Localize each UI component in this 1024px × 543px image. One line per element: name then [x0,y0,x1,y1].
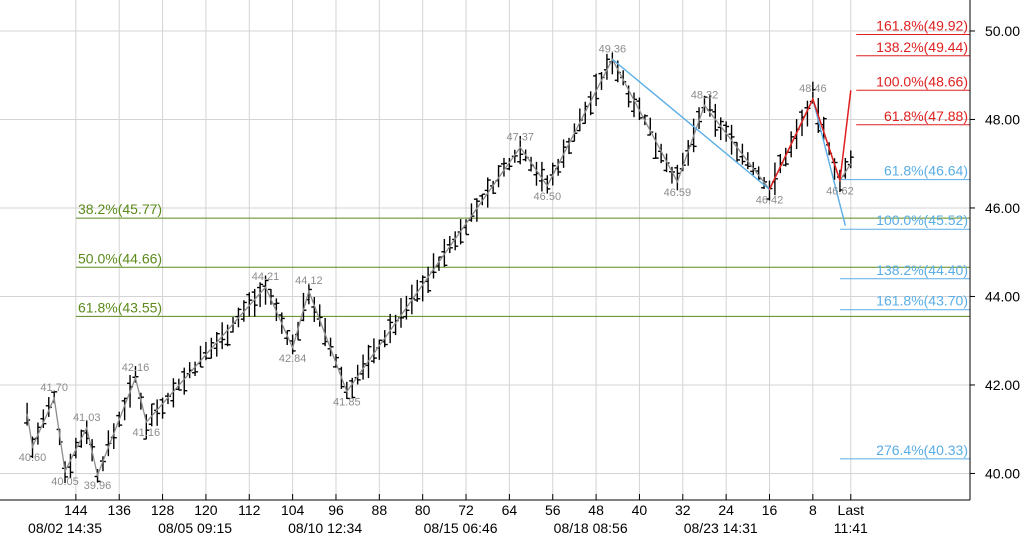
x-tick-label: 64 [502,502,518,518]
pivot-label: 46.59 [664,187,692,199]
x-tick-label: Last [838,502,865,518]
x-date-label: 08/02 14:35 [28,520,102,536]
pivot-label: 41.70 [40,382,68,394]
x-tick-label: 72 [458,502,474,518]
pivot-label: 44.21 [252,271,280,283]
y-tick-label: 40.00 [985,465,1020,481]
x-tick-label: 24 [718,502,734,518]
blue-wave-line [611,58,770,190]
x-tick-label: 120 [194,502,218,518]
pivot-label: 46.42 [756,194,784,206]
level-label: 161.8%(49.92) [876,18,968,34]
level-label: 100.0%(48.66) [876,73,968,89]
level-label: 138.2%(44.40) [876,262,968,278]
x-tick-label: 136 [108,502,132,518]
y-tick-label: 46.00 [985,200,1020,216]
x-tick-label: 32 [675,502,691,518]
level-label: 38.2%(45.77) [78,201,162,217]
x-date-label: 08/15 06:46 [424,520,498,536]
x-tick-label: 16 [762,502,778,518]
zigzag-line [26,57,852,478]
pivot-label: 46.50 [534,191,562,203]
x-tick-label: 8 [809,502,817,518]
label-layer: 38.2%(45.77) 50.0%(44.66) 61.8%(43.55) 161.… [19,18,968,493]
wave-layer [26,57,852,478]
pivot-label: 44.12 [295,275,323,287]
pivot-label: 41.03 [73,412,101,424]
y-tick-label: 50.00 [985,23,1020,39]
price-bars [24,52,854,483]
x-tick-label: 96 [328,502,344,518]
pivot-label: 42.16 [122,362,150,374]
pivot-label: 40.60 [19,452,47,464]
level-label: 61.8%(46.64) [884,163,968,179]
level-label: 276.4%(40.33) [876,442,968,458]
level-label: 161.8%(43.70) [876,293,968,309]
x-tick-label: 144 [64,502,88,518]
pivot-label: 42.84 [279,353,307,365]
grid-layer [0,0,970,500]
x-date-label: 08/23 14:31 [684,520,758,536]
x-date-label: 11:41 [834,520,868,536]
pivot-label: 48.46 [799,83,827,95]
pivot-label: 41.85 [333,397,361,409]
pivot-label: 46.62 [826,186,854,198]
pivot-label: 48.32 [691,89,719,101]
pivot-label: 39.96 [84,480,112,492]
level-label: 138.2%(49.44) [876,39,968,55]
pivot-label: 41.16 [133,427,161,439]
y-tick-label: 48.00 [985,111,1020,127]
level-label: 61.8%(47.88) [884,108,968,124]
y-tick-label: 42.00 [985,377,1020,393]
x-tick-label: 128 [151,502,175,518]
x-tick-label: 56 [545,502,561,518]
level-label: 50.0%(44.66) [78,250,162,266]
x-date-label: 08/18 08:56 [554,520,628,536]
pivot-label: 47.37 [506,131,534,143]
x-tick-label: 48 [588,502,604,518]
x-date-label: 08/05 09:15 [158,520,232,536]
blue-wave-line [812,98,847,226]
level-layer [76,34,970,460]
level-label: 61.8%(43.55) [78,299,162,315]
x-tick-label: 88 [372,502,388,518]
pivot-label: 40.05 [51,476,79,488]
level-label: 100.0%(45.52) [876,212,968,228]
pivot-label: 49.36 [599,43,627,55]
red-wave-line [768,90,852,190]
x-tick-label: 80 [415,502,431,518]
x-tick-label: 104 [281,502,305,518]
x-tick-label: 112 [238,502,261,518]
y-tick-label: 44.00 [985,288,1020,304]
x-tick-label: 40 [632,502,648,518]
x-date-label: 08/10 12:34 [288,520,362,536]
